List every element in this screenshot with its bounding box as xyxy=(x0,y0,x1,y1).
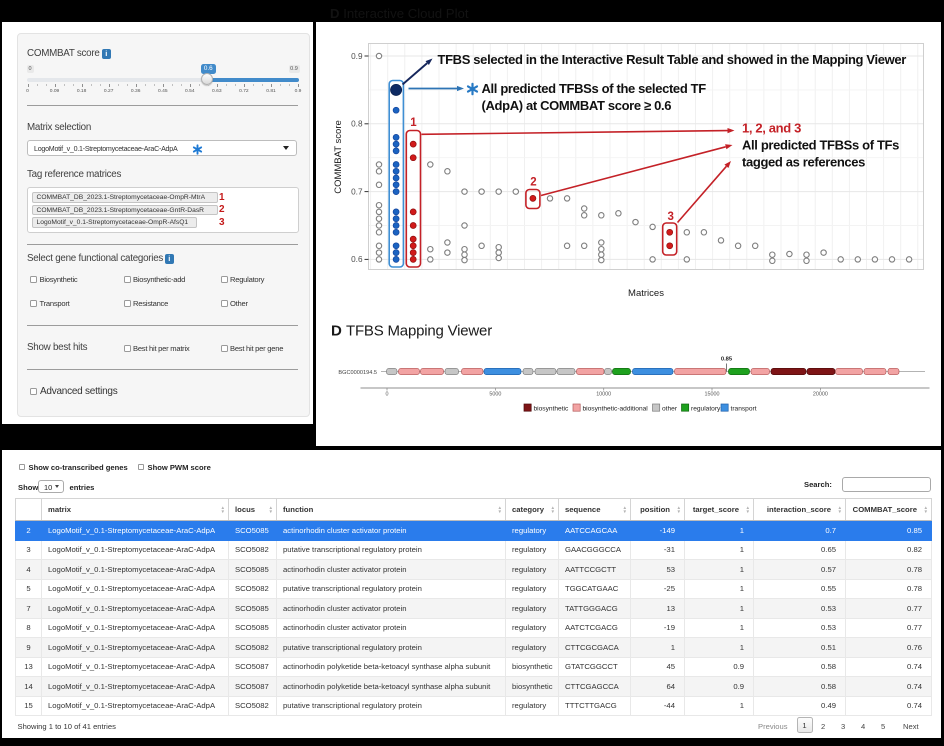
svg-text:transport: transport xyxy=(731,405,757,412)
svg-text:3: 3 xyxy=(667,211,673,223)
svg-text:D: D xyxy=(331,323,342,340)
svg-text:regulatory: regulatory xyxy=(691,405,721,412)
svg-text:(AdpA) at COMMBAT score ≥ 0.6: (AdpA) at COMMBAT score ≥ 0.6 xyxy=(482,98,672,113)
svg-text:0.6: 0.6 xyxy=(351,255,363,264)
svg-text:BGC0000194.5: BGC0000194.5 xyxy=(338,370,377,376)
svg-text:tagged as references: tagged as references xyxy=(742,155,865,170)
svg-text:All predicted TFBSs of the sel: All predicted TFBSs of the selected TF xyxy=(482,81,707,96)
svg-text:0.9: 0.9 xyxy=(351,52,363,61)
svg-text:COMMBAT score: COMMBAT score xyxy=(333,120,344,194)
svg-text:0: 0 xyxy=(386,392,389,398)
svg-text:0.85: 0.85 xyxy=(721,357,733,363)
svg-text:Matrices: Matrices xyxy=(628,288,664,299)
svg-text:1: 1 xyxy=(410,117,417,129)
svg-text:TFBS Mapping Viewer: TFBS Mapping Viewer xyxy=(346,323,492,340)
svg-text:15000: 15000 xyxy=(705,392,720,398)
svg-text:5000: 5000 xyxy=(489,392,501,398)
svg-text:20000: 20000 xyxy=(813,392,828,398)
svg-text:1, 2, and 3: 1, 2, and 3 xyxy=(742,121,801,136)
svg-text:0.7: 0.7 xyxy=(351,187,363,196)
svg-text:All predicted TFBSs of TFs: All predicted TFBSs of TFs xyxy=(742,138,899,153)
svg-text:0.8: 0.8 xyxy=(351,120,363,129)
svg-text:other: other xyxy=(662,405,678,412)
svg-text:biosynthetic-additional: biosynthetic-additional xyxy=(583,405,649,412)
svg-text:10000: 10000 xyxy=(596,392,611,398)
svg-text:biosynthetic: biosynthetic xyxy=(534,405,570,412)
svg-text:TFBS selected in the Interacti: TFBS selected in the Interactive Result … xyxy=(438,52,907,67)
svg-text:2: 2 xyxy=(530,177,536,189)
